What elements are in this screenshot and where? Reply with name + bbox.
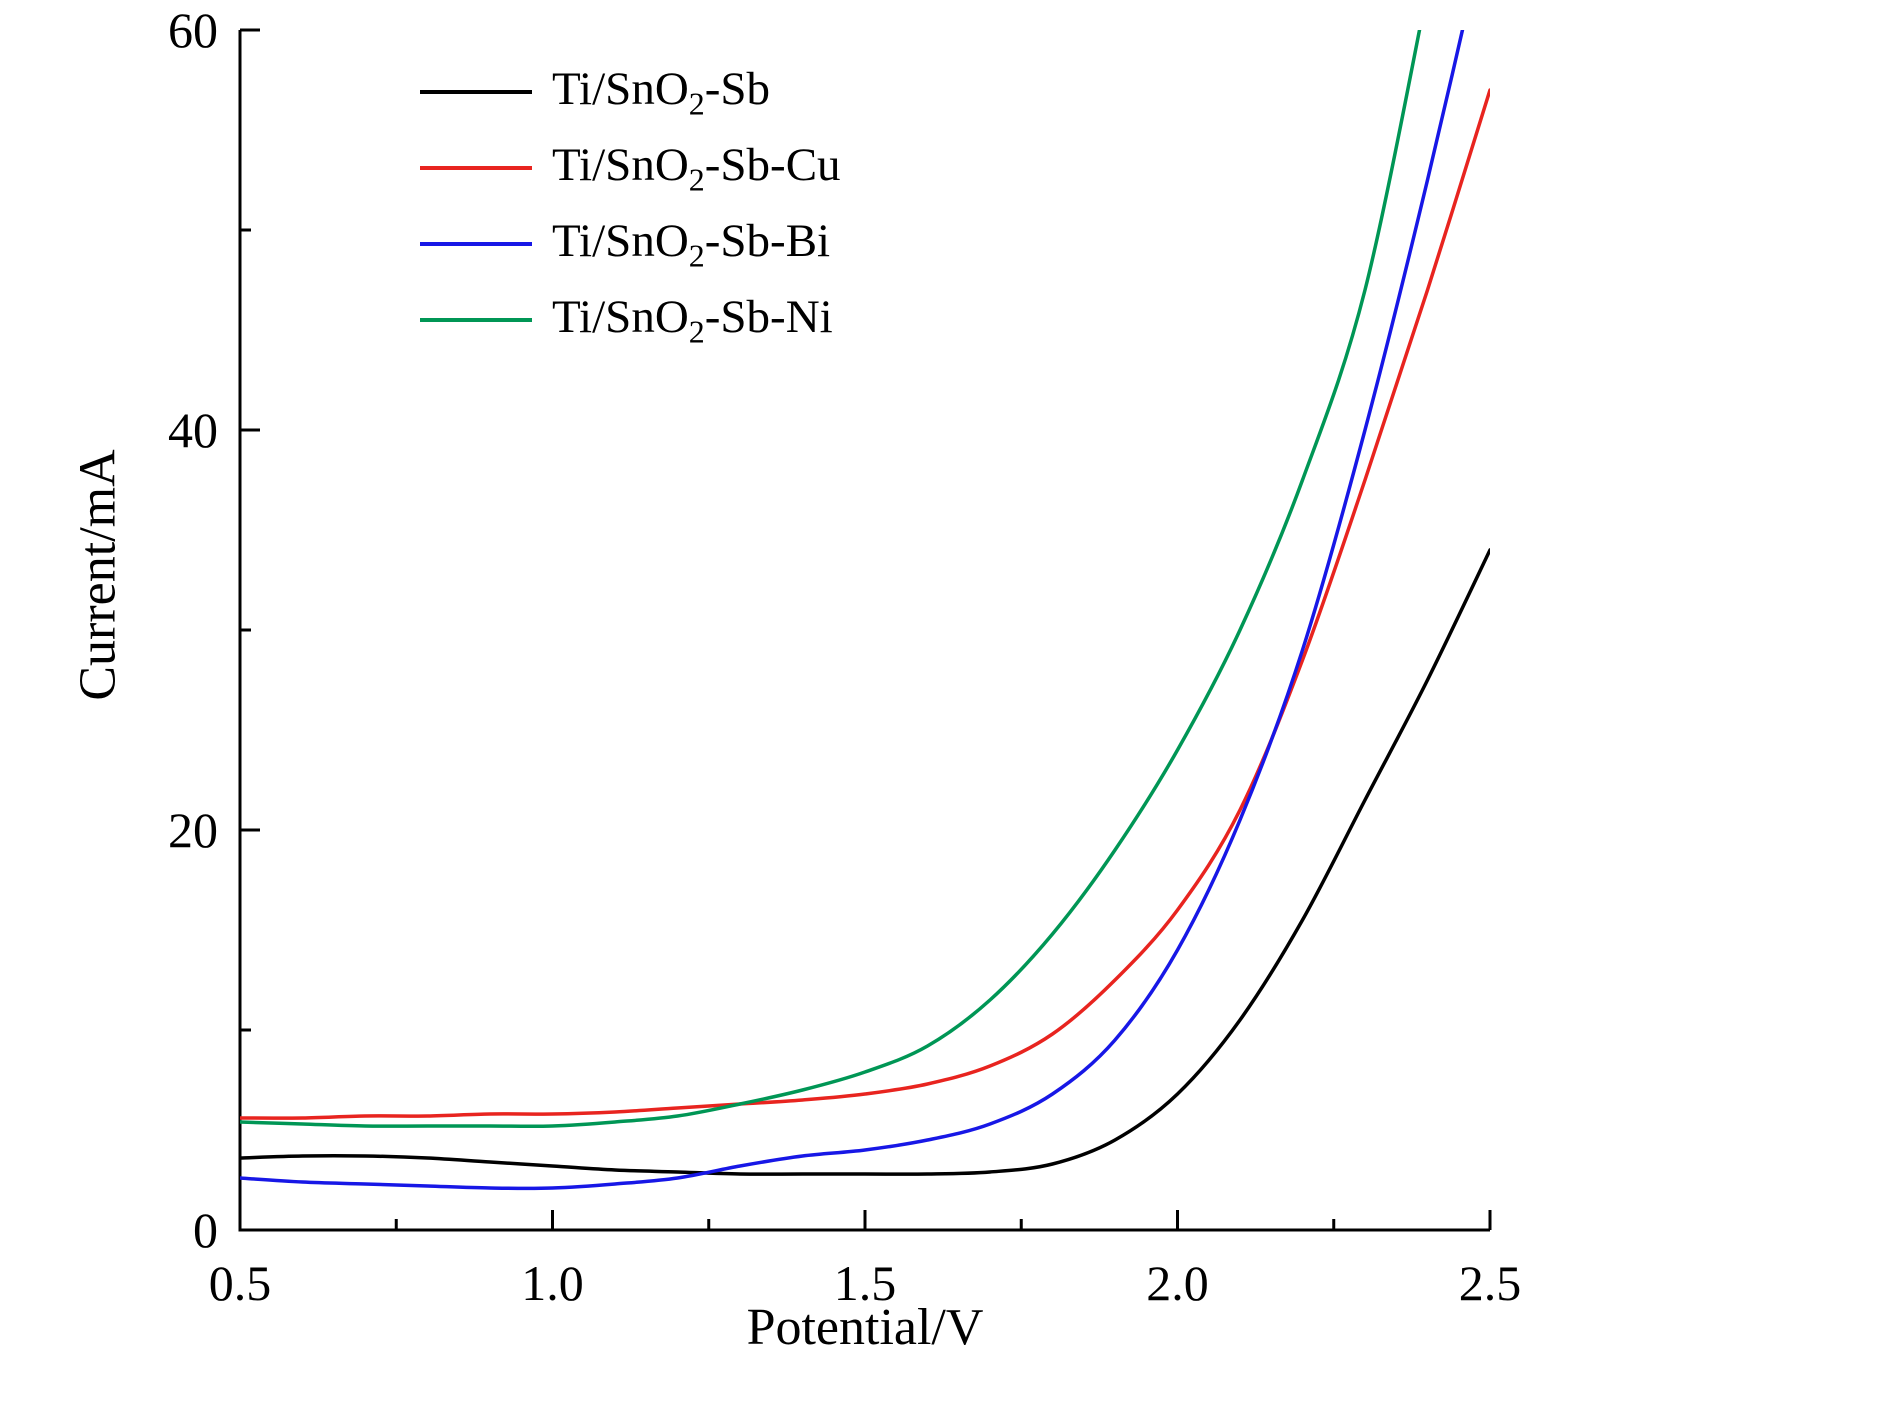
- legend-swatch: [420, 166, 532, 170]
- curve-ti-sno2-sb-ni: [240, 30, 1422, 1129]
- x-tick-label: 0.5: [209, 1255, 272, 1311]
- legend-label: Ti/SnO2-Sb-Ni: [552, 290, 833, 350]
- y-tick-label: 0: [193, 1202, 218, 1258]
- legend-swatch: [420, 318, 532, 322]
- curve-ti-sno2-sb-cu: [240, 88, 1490, 1120]
- x-tick-label: 1.5: [834, 1255, 897, 1311]
- legend-item-ti-sno2-sb: Ti/SnO2-Sb: [420, 63, 841, 121]
- x-tick-label: 1.0: [521, 1255, 584, 1311]
- y-tick-label: 60: [168, 2, 218, 58]
- curve-ti-sno2-sb-bi: [240, 30, 1465, 1191]
- y-tick-label: 40: [168, 402, 218, 458]
- curve-ti-sno2-sb: [240, 548, 1490, 1176]
- legend-item-ti-sno2-sb-bi: Ti/SnO2-Sb-Bi: [420, 215, 841, 273]
- legend-label: Ti/SnO2-Sb: [552, 62, 771, 122]
- legend-item-ti-sno2-sb-cu: Ti/SnO2-Sb-Cu: [420, 139, 841, 197]
- legend-item-ti-sno2-sb-ni: Ti/SnO2-Sb-Ni: [420, 291, 841, 349]
- y-axis-title: Current/mA: [69, 449, 127, 701]
- x-axis-title: Potential/V: [746, 1299, 984, 1356]
- legend-label: Ti/SnO2-Sb-Cu: [552, 138, 841, 198]
- legend-swatch: [420, 242, 532, 246]
- x-tick-label: 2.0: [1146, 1255, 1209, 1311]
- x-tick-label: 2.5: [1459, 1255, 1522, 1311]
- y-tick-label: 20: [168, 802, 218, 858]
- legend-label: Ti/SnO2-Sb-Bi: [552, 214, 831, 274]
- legend-swatch: [420, 90, 532, 94]
- legend: Ti/SnO2-Sb Ti/SnO2-Sb-Cu Ti/SnO2-Sb-Bi Ti/S…: [420, 63, 841, 370]
